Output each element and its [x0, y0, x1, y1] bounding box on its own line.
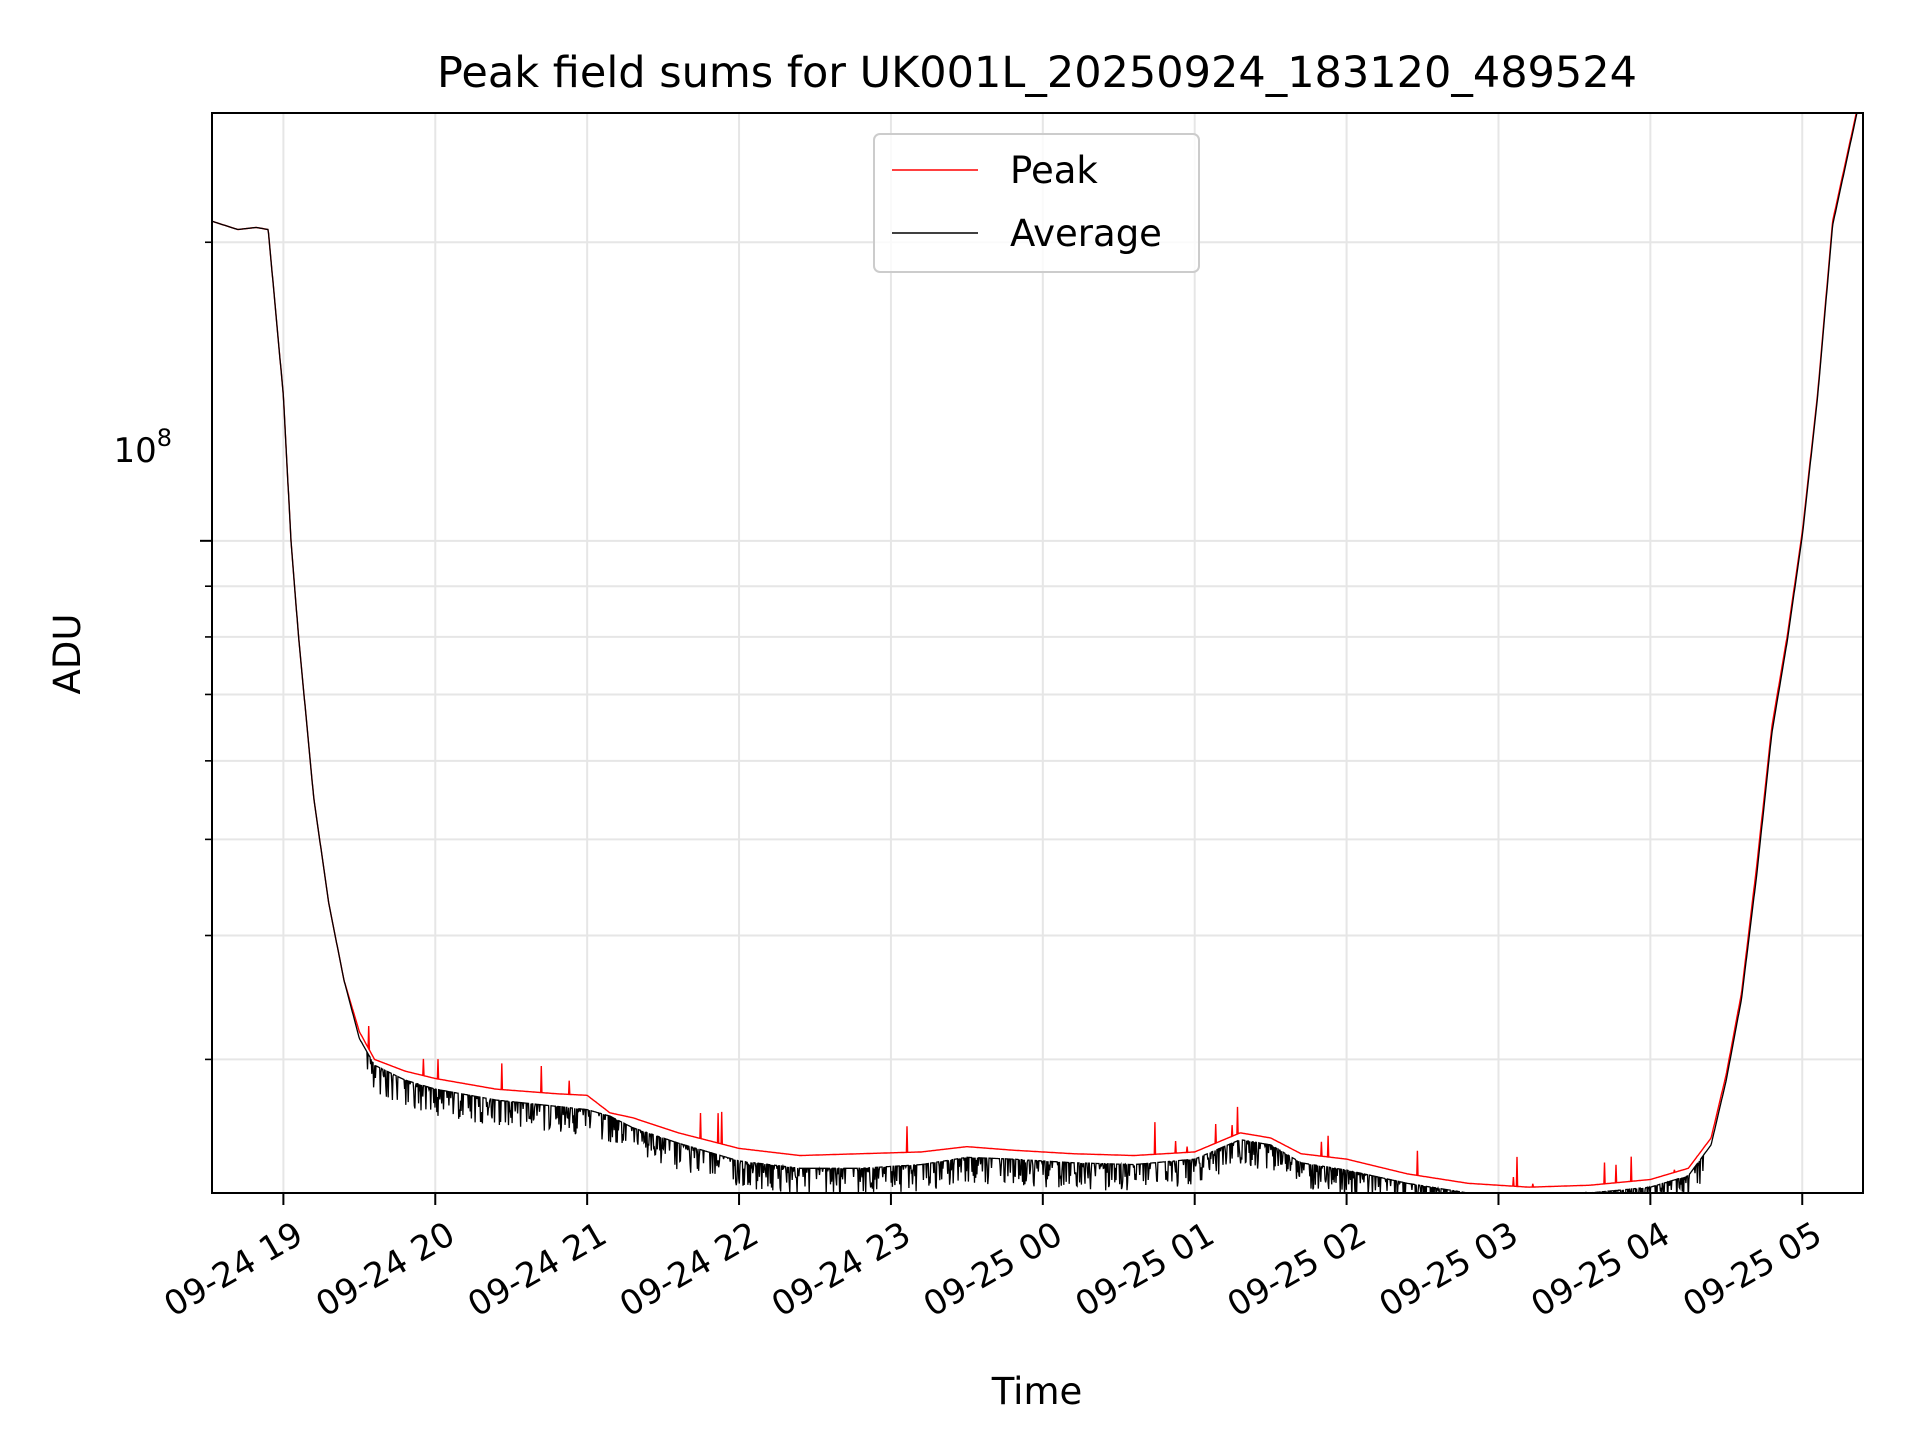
plot-frame [211, 112, 1864, 1194]
series-line-peak [212, 113, 1857, 1188]
y-tick-base: 10 [113, 431, 156, 471]
legend-average-label: Average [1010, 212, 1162, 255]
legend-peak-label: Peak [1010, 149, 1098, 192]
series-layer [212, 113, 1858, 1193]
grid-lines [212, 113, 1863, 1193]
chart-title: Peak field sums for UK001L_20250924_1831… [437, 48, 1637, 98]
y-major-tick-label: 108 [113, 424, 172, 471]
svg-text:108: 108 [113, 424, 172, 471]
x-axis-label: Time [991, 1370, 1083, 1413]
legend: Peak Average [873, 133, 1200, 273]
y-axis-label: ADU [46, 614, 89, 695]
series-line-average [212, 113, 1858, 1193]
legend-box [873, 133, 1200, 273]
y-axis-ticks [200, 241, 212, 1061]
y-tick-exponent: 8 [157, 424, 172, 452]
